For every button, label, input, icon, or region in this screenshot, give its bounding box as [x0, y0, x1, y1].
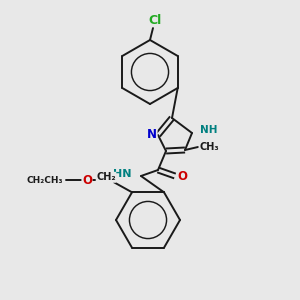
- Text: CH₃: CH₃: [199, 142, 219, 152]
- Text: NH: NH: [200, 125, 218, 135]
- Text: CH₂CH₃: CH₂CH₃: [26, 176, 63, 185]
- Text: CH₂: CH₂: [96, 172, 116, 182]
- Text: N: N: [147, 128, 157, 142]
- Text: Cl: Cl: [148, 14, 162, 26]
- Text: O: O: [177, 169, 187, 182]
- Text: HN: HN: [113, 169, 132, 179]
- Text: O: O: [82, 174, 92, 187]
